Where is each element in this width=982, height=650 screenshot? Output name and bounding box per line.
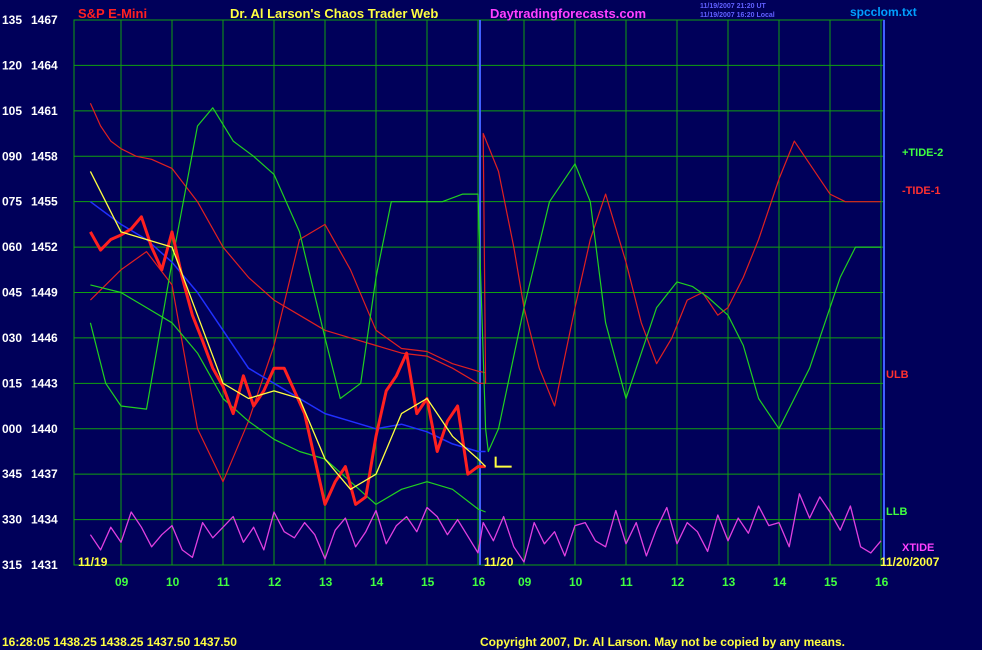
- chart-title: Dr. Al Larson's Chaos Trader Web: [230, 6, 438, 21]
- series-line-s-p-e-mini: [89, 215, 486, 506]
- legend-tide-1: -TIDE-1: [902, 185, 941, 197]
- x-tick-label: 11: [217, 575, 230, 589]
- x-tick-label: 13: [722, 575, 736, 589]
- y-tick-angle: 315: [2, 558, 22, 572]
- legend-ulb: ULB: [886, 369, 909, 381]
- y-tick-angle: 330: [2, 513, 22, 527]
- x-tick-label: 12: [268, 575, 282, 589]
- series-layer: [89, 103, 882, 563]
- quote-line: 16:28:05 1438.25 1438.25 1437.50 1437.50: [2, 635, 237, 649]
- x-tick-label: 15: [421, 575, 435, 589]
- x-tick-label: 14: [370, 575, 384, 589]
- legend-tide-2: +TIDE-2: [902, 147, 943, 159]
- series-line-xtide: [89, 493, 882, 563]
- y-tick-price: 1443: [31, 376, 58, 390]
- y-tick-price: 1467: [31, 13, 58, 27]
- y-tick-price: 1437: [31, 467, 58, 481]
- x-tick-label: 09: [518, 575, 532, 589]
- x-tick-label: 09: [115, 575, 129, 589]
- y-tick-angle: 090: [2, 149, 22, 163]
- x-tick-label: 10: [569, 575, 583, 589]
- y-tick-price: 1452: [31, 240, 58, 254]
- y-tick-angle: 000: [2, 422, 22, 436]
- timestamp-line-2: 11/19/2007 16:20 Local: [700, 12, 775, 19]
- y-tick-angle: 060: [2, 240, 22, 254]
- x-tick-label: 11: [620, 575, 633, 589]
- x-tick-label: 15: [824, 575, 838, 589]
- date-label-split: 11/20: [484, 555, 514, 569]
- series-line-llb: [90, 284, 486, 513]
- legend-xtide: XTIDE: [902, 542, 934, 554]
- timestamp-line-1: 11/19/2007 21:20 UT: [700, 3, 766, 10]
- y-tick-angle: 075: [2, 195, 22, 209]
- x-tick-label: 13: [319, 575, 333, 589]
- x-tick-label: 10: [166, 575, 180, 589]
- legend-llb: LLB: [886, 506, 907, 518]
- website-label[interactable]: Daytradingforecasts.com: [490, 6, 646, 21]
- y-tick-price: 1455: [31, 195, 58, 209]
- y-tick-angle: 345: [2, 467, 22, 481]
- last-price-marker: [494, 456, 512, 468]
- series-line-tide-1: [89, 103, 881, 407]
- y-tick-price: 1464: [31, 58, 58, 72]
- y-tick-price: 1440: [31, 422, 58, 436]
- label-layer: S&P E-Mini Dr. Al Larson's Chaos Trader …: [2, 3, 943, 649]
- grid: 135 1467 120 1464 105 1461 090 1458 075 1455 060 14…: [2, 13, 889, 589]
- date-label-start: 11/19: [78, 555, 108, 569]
- x-tick-label: 16: [875, 575, 889, 589]
- y-tick-price: 1431: [31, 558, 58, 572]
- y-tick-price: 1434: [31, 513, 58, 527]
- y-tick-angle: 030: [2, 331, 22, 345]
- copyright-line: Copyright 2007, Dr. Al Larson. May not b…: [480, 635, 845, 649]
- y-tick-price: 1458: [31, 149, 58, 163]
- y-tick-angle: 135: [2, 13, 22, 27]
- y-tick-price: 1446: [31, 331, 58, 345]
- series-line-ulb: [89, 223, 486, 483]
- y-tick-angle: 045: [2, 286, 22, 300]
- instrument-label: S&P E-Mini: [78, 6, 147, 21]
- x-tick-label: 12: [671, 575, 685, 589]
- y-tick-angle: 120: [2, 58, 22, 72]
- x-tick-label: 16: [472, 575, 486, 589]
- y-tick-price: 1461: [31, 104, 58, 118]
- y-tick-angle: 105: [2, 104, 22, 118]
- series-line-tide-2: [89, 107, 881, 453]
- date-label-end: 11/20/2007: [880, 555, 940, 569]
- file-label: spcclom.txt: [850, 5, 917, 19]
- y-tick-price: 1449: [31, 286, 58, 300]
- x-tick-label: 14: [773, 575, 787, 589]
- y-tick-angle: 015: [2, 376, 22, 390]
- series-line-moving-average: [89, 171, 487, 490]
